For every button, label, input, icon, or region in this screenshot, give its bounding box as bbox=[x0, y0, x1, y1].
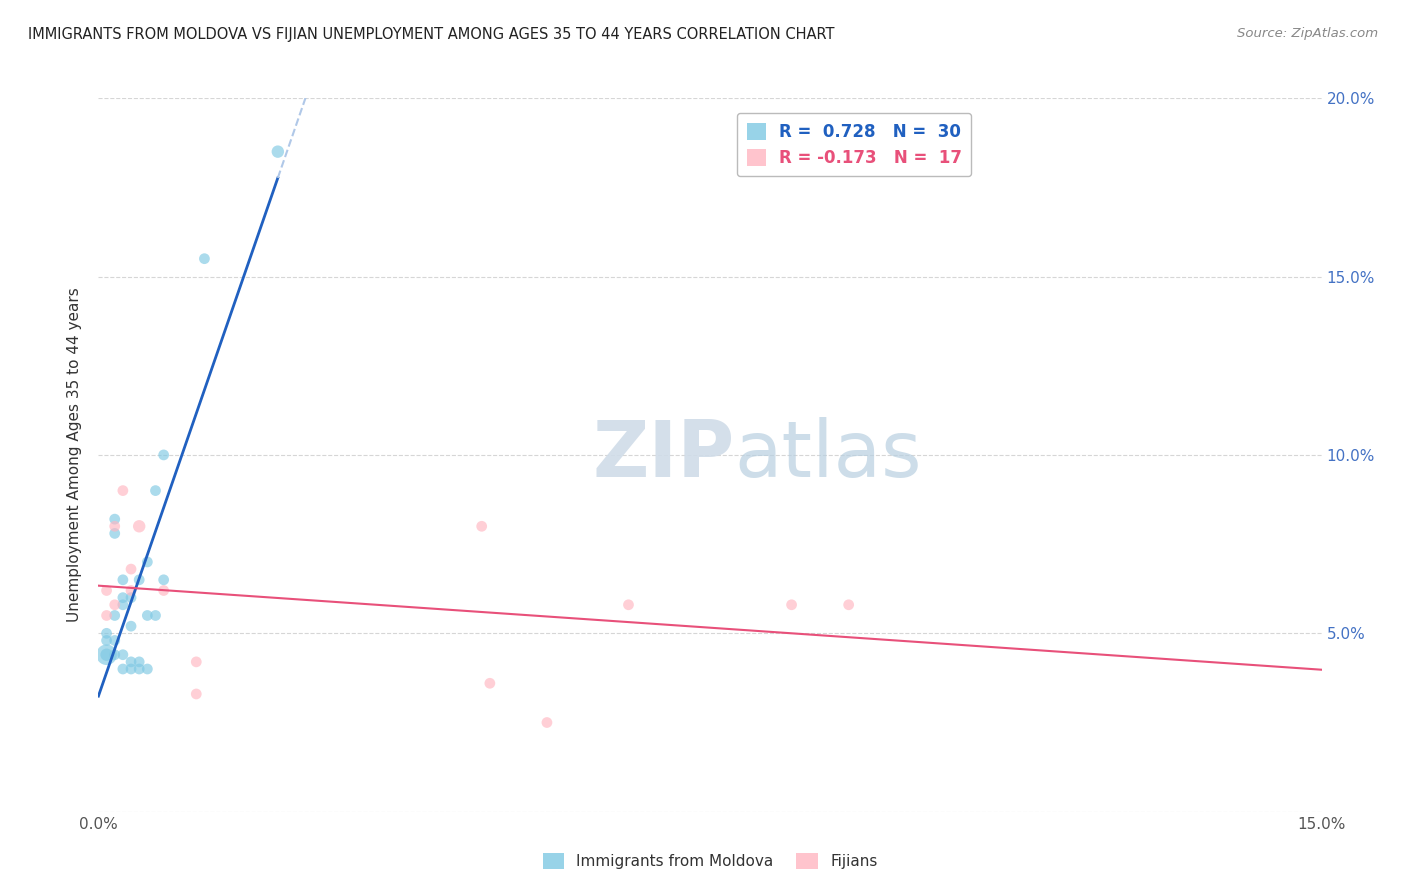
Point bbox=[111, 598, 134, 612]
Point bbox=[186, 687, 208, 701]
Point bbox=[267, 145, 290, 159]
Point bbox=[104, 526, 127, 541]
Point bbox=[128, 573, 150, 587]
Text: Source: ZipAtlas.com: Source: ZipAtlas.com bbox=[1237, 27, 1378, 40]
Legend: Immigrants from Moldova, Fijians: Immigrants from Moldova, Fijians bbox=[537, 847, 883, 875]
Point bbox=[136, 608, 159, 623]
Point bbox=[104, 648, 127, 662]
Point bbox=[96, 648, 118, 662]
Point bbox=[111, 573, 134, 587]
Point bbox=[104, 608, 127, 623]
Text: atlas: atlas bbox=[734, 417, 922, 493]
Point bbox=[536, 715, 558, 730]
Point bbox=[120, 655, 142, 669]
Point bbox=[152, 448, 174, 462]
Point bbox=[104, 512, 127, 526]
Point bbox=[111, 591, 134, 605]
Point bbox=[128, 519, 150, 533]
Point bbox=[96, 608, 118, 623]
Point bbox=[120, 662, 142, 676]
Point bbox=[145, 483, 167, 498]
Point bbox=[136, 555, 159, 569]
Point bbox=[128, 655, 150, 669]
Point bbox=[111, 648, 134, 662]
Point bbox=[136, 662, 159, 676]
Point bbox=[96, 648, 118, 662]
Point bbox=[471, 519, 494, 533]
Point bbox=[128, 662, 150, 676]
Point bbox=[478, 676, 501, 690]
Point bbox=[152, 573, 174, 587]
Y-axis label: Unemployment Among Ages 35 to 44 years: Unemployment Among Ages 35 to 44 years bbox=[67, 287, 83, 623]
Point bbox=[120, 583, 142, 598]
Point bbox=[104, 519, 127, 533]
Point bbox=[96, 633, 118, 648]
Point bbox=[104, 598, 127, 612]
Point bbox=[96, 583, 118, 598]
Point bbox=[145, 608, 167, 623]
Point bbox=[120, 562, 142, 576]
Point bbox=[780, 598, 803, 612]
Text: ZIP: ZIP bbox=[592, 417, 734, 493]
Point bbox=[152, 583, 174, 598]
Point bbox=[186, 655, 208, 669]
Text: IMMIGRANTS FROM MOLDOVA VS FIJIAN UNEMPLOYMENT AMONG AGES 35 TO 44 YEARS CORRELA: IMMIGRANTS FROM MOLDOVA VS FIJIAN UNEMPL… bbox=[28, 27, 835, 42]
Point bbox=[120, 619, 142, 633]
Point bbox=[193, 252, 215, 266]
Point bbox=[104, 633, 127, 648]
Point bbox=[617, 598, 640, 612]
Point bbox=[838, 598, 860, 612]
Point bbox=[111, 662, 134, 676]
Point bbox=[120, 591, 142, 605]
Point bbox=[96, 626, 118, 640]
Point bbox=[111, 483, 134, 498]
